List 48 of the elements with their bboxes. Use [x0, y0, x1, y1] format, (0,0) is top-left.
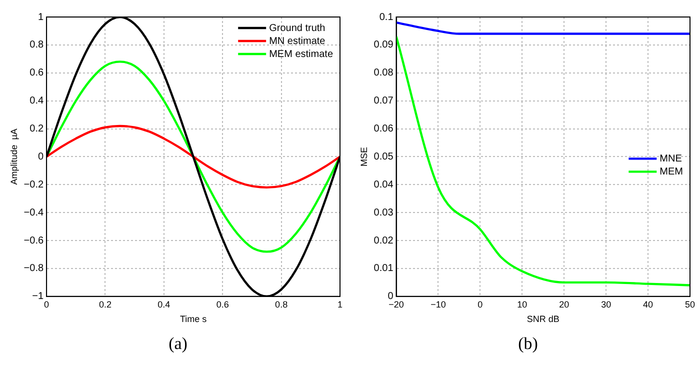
line-series: [46, 60, 340, 253]
legend-label: MNE: [660, 153, 682, 164]
line-series: [46, 124, 340, 189]
y-tick-label: 0.09: [374, 40, 394, 51]
x-tick-label: 0: [478, 299, 483, 310]
y-tick-label: 0: [38, 151, 44, 162]
y-tick-label: −0.2: [24, 179, 44, 190]
x-tick-label: 30: [601, 299, 612, 310]
y-tick-label: 1: [38, 12, 44, 23]
y-tick-label: 0.01: [374, 263, 394, 274]
x-tick-label: 0.4: [158, 299, 170, 310]
y-tick-label: 0.1: [379, 12, 394, 23]
y-tick-label: 0.04: [374, 179, 394, 190]
y-axis-title: Amplitude µA: [8, 128, 19, 185]
x-tick-label: 50: [684, 299, 695, 310]
y-tick-label: −0.4: [24, 207, 44, 218]
line-series: [396, 35, 690, 286]
line-series: [46, 17, 340, 296]
legend-label: MN estimate: [269, 36, 326, 47]
y-tick-label: −0.6: [24, 235, 44, 246]
x-tick-label: 0.6: [216, 299, 229, 310]
y-tick-label: 0.08: [374, 68, 394, 79]
y-tick-label: −1: [32, 291, 44, 302]
y-axis-title: MSE: [358, 146, 369, 166]
x-tick-label: 40: [643, 299, 654, 310]
x-tick-label: 10: [517, 299, 528, 310]
y-tick-label: 0.4: [30, 96, 44, 107]
legend-label: MEM estimate: [269, 48, 334, 60]
x-axis-title: SNR dB: [526, 314, 560, 324]
legend-label: MEM: [660, 166, 684, 178]
legend-label: Ground truth: [269, 22, 326, 34]
y-tick-label: 0.07: [374, 96, 394, 107]
x-tick-label: 20: [559, 299, 570, 310]
y-tick-label: 0.02: [374, 235, 394, 246]
x-tick-label: 0.2: [98, 299, 112, 310]
y-tick-label: 0.6: [30, 68, 44, 79]
x-axis-title: Time s: [180, 314, 208, 324]
x-tick-label: 1: [337, 299, 343, 310]
x-tick-label: 0.8: [275, 299, 288, 310]
y-tick-label: 0.06: [374, 124, 394, 135]
y-tick-label: 0.2: [30, 124, 44, 135]
y-tick-label: 0.03: [374, 207, 394, 218]
y-tick-label: −0.8: [24, 263, 44, 274]
y-tick-label: 0.05: [374, 151, 394, 162]
y-tick-label: 0.8: [30, 40, 44, 51]
x-tick-label: −10: [430, 299, 446, 310]
text: (b): [517, 334, 539, 354]
text: (a): [168, 334, 188, 354]
